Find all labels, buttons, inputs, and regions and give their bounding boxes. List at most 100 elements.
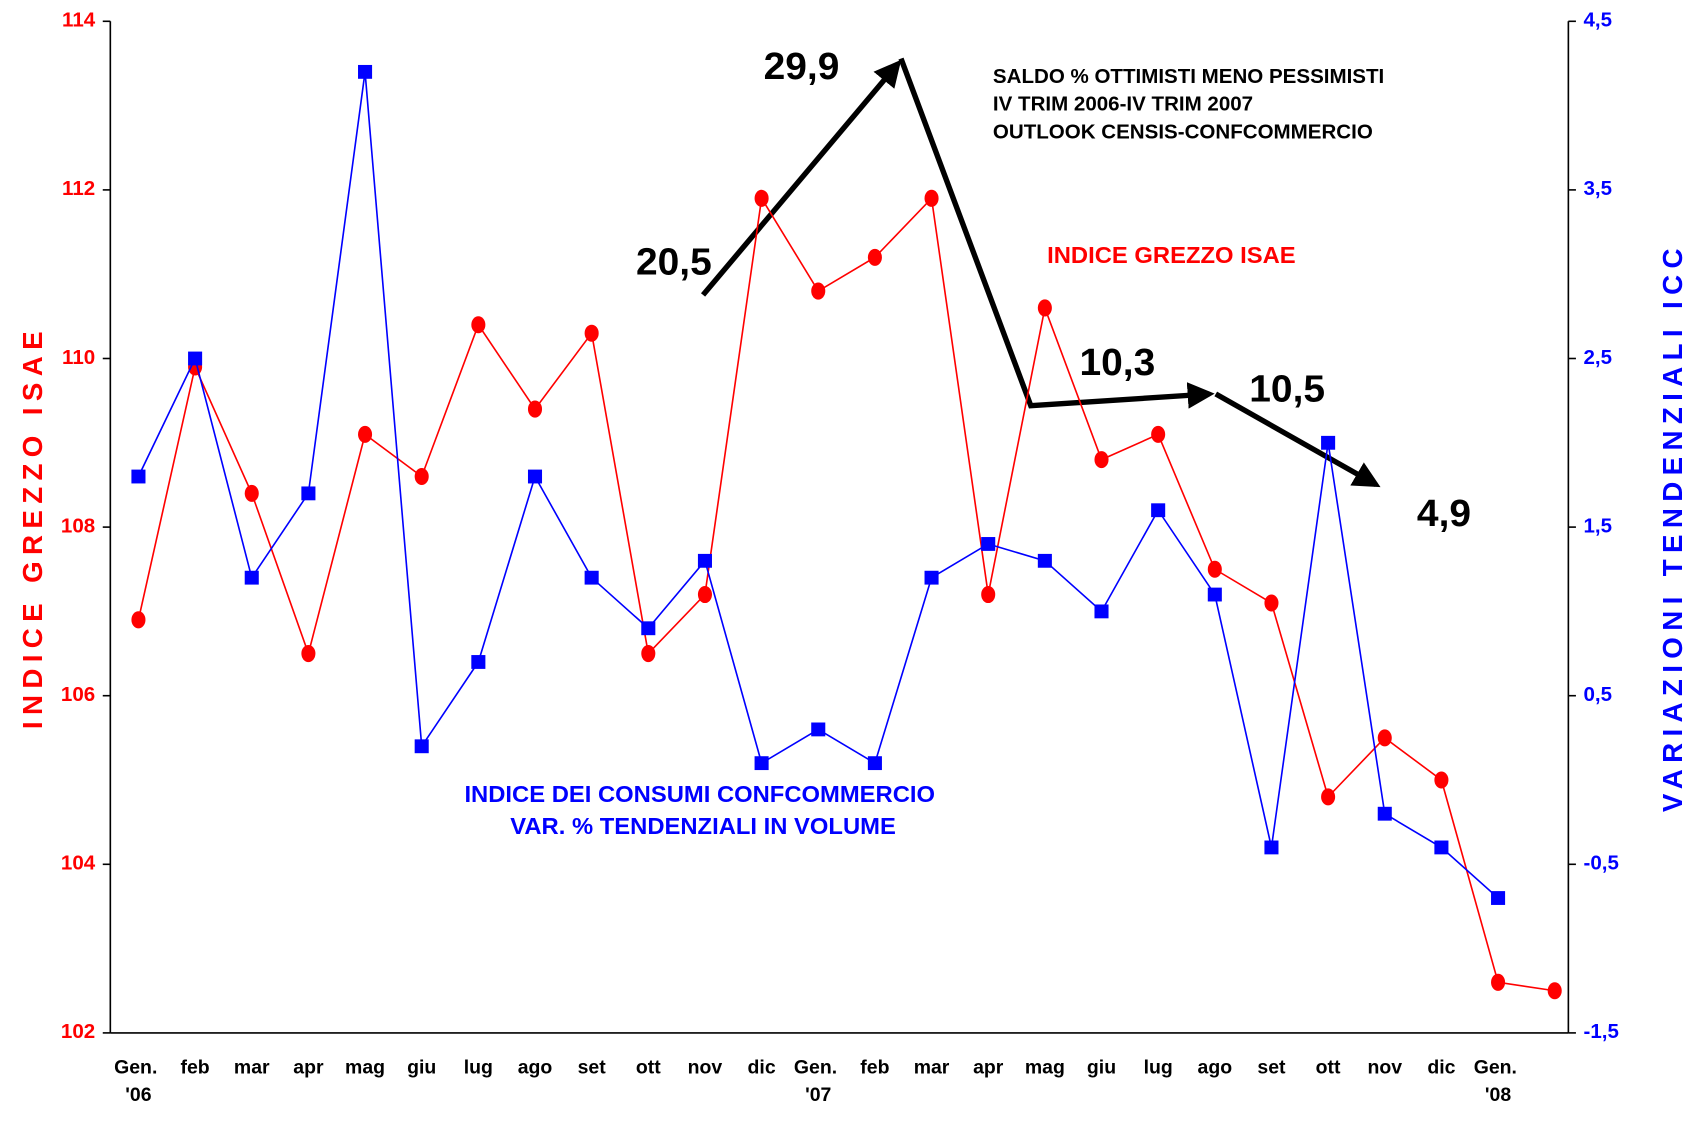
data-point xyxy=(641,645,656,663)
series-line xyxy=(137,71,1499,899)
data-point xyxy=(641,621,656,636)
x-tick-label: apr xyxy=(293,1057,324,1078)
data-point xyxy=(1207,587,1222,602)
data-point xyxy=(301,486,316,501)
y2-tick-label: 2,5 xyxy=(1584,347,1613,369)
data-point xyxy=(1321,788,1336,806)
data-point xyxy=(301,645,316,663)
x-tick-label: dic xyxy=(748,1057,776,1078)
y-tick-label: 108 xyxy=(61,516,95,538)
data-point xyxy=(244,570,259,585)
y-tick-label: 112 xyxy=(62,178,95,200)
data-point xyxy=(244,484,259,502)
annotation: 4,9 xyxy=(1417,492,1471,535)
y2-axis-label: VARIAZIONI TENDENZIALI ICC xyxy=(1657,242,1688,812)
data-point xyxy=(1434,771,1449,789)
y2-tick-label: 4,5 xyxy=(1584,10,1613,32)
data-point xyxy=(811,282,826,300)
annotation: 20,5 xyxy=(636,241,712,284)
data-point xyxy=(471,655,486,669)
annotation: 29,9 xyxy=(764,45,840,88)
data-point xyxy=(981,586,996,604)
x-tick-label: giu xyxy=(1087,1057,1116,1078)
y-tick-label: 104 xyxy=(61,853,96,875)
data-point xyxy=(1207,560,1222,578)
y-tick-label: 114 xyxy=(62,10,96,32)
data-point xyxy=(527,469,543,484)
data-point xyxy=(867,756,882,771)
data-point xyxy=(1547,982,1562,1000)
series-label: INDICE DEI CONSUMI CONFCOMMERCIO VAR. % … xyxy=(464,782,941,840)
x-tick-label: mar xyxy=(234,1057,270,1078)
x-tick-label: Gen. '06 xyxy=(114,1057,163,1106)
x-tick-label: nov xyxy=(1367,1057,1402,1078)
saldo-arrows xyxy=(700,57,1381,488)
x-tick-label: set xyxy=(1257,1057,1286,1078)
data-point xyxy=(584,570,599,585)
data-point xyxy=(924,570,939,585)
data-point xyxy=(358,64,373,79)
y2-tick-label: -0,5 xyxy=(1584,853,1619,875)
x-tick-label: lug xyxy=(1144,1057,1173,1078)
data-point xyxy=(358,425,373,443)
annotation: 10,3 xyxy=(1079,341,1155,384)
annotation-box: IV TRIM 2006-IV TRIM 2007 xyxy=(993,94,1253,116)
data-point xyxy=(131,611,146,629)
x-tick-label: feb xyxy=(860,1057,889,1078)
x-tick-label: apr xyxy=(973,1057,1004,1078)
x-tick-label: feb xyxy=(181,1057,210,1078)
x-tick-label: Gen. '08 xyxy=(1474,1057,1523,1106)
data-point xyxy=(981,537,996,551)
y2-tick-label: 0,5 xyxy=(1584,684,1613,706)
data-point xyxy=(1151,425,1166,443)
data-point xyxy=(754,756,769,771)
data-point xyxy=(188,351,203,366)
data-point xyxy=(1094,604,1109,619)
y2-tick-label: -1,5 xyxy=(1584,1021,1619,1043)
x-tick-label: ott xyxy=(1316,1057,1341,1078)
annotation-box: OUTLOOK CENSIS-CONFCOMMERCIO xyxy=(993,122,1373,144)
series-label: INDICE GREZZO ISAE xyxy=(1047,243,1296,269)
data-point xyxy=(1094,451,1109,469)
x-tick-label: nov xyxy=(688,1057,723,1078)
data-point xyxy=(1377,729,1392,747)
y-tick-label: 106 xyxy=(61,684,95,706)
x-tick-label: giu xyxy=(407,1057,436,1078)
x-tick-label: mag xyxy=(345,1057,385,1078)
data-point xyxy=(1264,594,1279,612)
data-point xyxy=(414,739,429,754)
data-point xyxy=(414,468,429,486)
y-tick-label: 102 xyxy=(61,1021,95,1043)
data-point xyxy=(584,324,599,342)
y-tick-label: 110 xyxy=(62,347,95,369)
x-tick-label: ott xyxy=(636,1057,661,1078)
data-point xyxy=(1434,840,1449,855)
data-point xyxy=(811,722,826,737)
data-point xyxy=(131,469,146,484)
x-tick-label: ago xyxy=(1198,1057,1233,1078)
data-point xyxy=(1037,553,1052,568)
x-tick-label: set xyxy=(578,1057,607,1078)
data-point xyxy=(697,553,712,568)
x-tick-label: mag xyxy=(1025,1057,1065,1078)
data-point xyxy=(1491,973,1506,991)
y2-tick-label: 3,5 xyxy=(1584,178,1613,200)
x-tick-label: lug xyxy=(464,1057,493,1078)
data-point xyxy=(1264,840,1279,855)
data-point xyxy=(471,316,486,334)
y2-tick-label: 1,5 xyxy=(1584,516,1613,538)
annotation-box: SALDO % OTTIMISTI MENO PESSIMISTI xyxy=(993,66,1384,88)
data-point xyxy=(527,400,543,418)
x-tick-label: dic xyxy=(1427,1057,1455,1078)
data-point xyxy=(1321,435,1336,450)
y-axis-label: INDICE GREZZO ISAE xyxy=(17,325,48,729)
data-point xyxy=(867,248,882,266)
data-point xyxy=(697,586,712,604)
data-point xyxy=(1491,891,1506,905)
x-tick-label: mar xyxy=(914,1057,950,1078)
annotation: 10,5 xyxy=(1249,368,1325,411)
data-point xyxy=(1151,503,1166,518)
data-point xyxy=(754,189,769,207)
